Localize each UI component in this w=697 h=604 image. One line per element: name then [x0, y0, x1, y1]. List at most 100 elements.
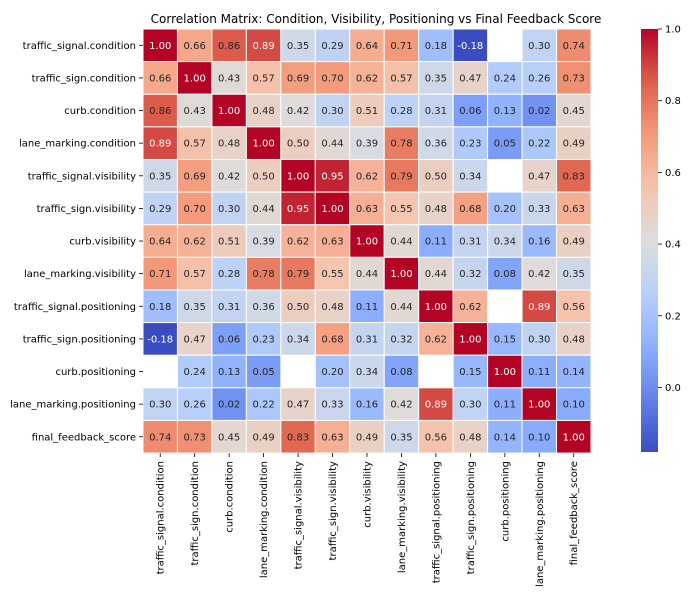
heatmap-cell-label: 1.00	[184, 73, 206, 84]
heatmap-cell-r8-c5	[314, 289, 351, 324]
heatmap-cell-label: 0.47	[287, 400, 309, 411]
heatmap-cell-r11-c4	[280, 387, 316, 421]
y-tick-label: traffic_signal.condition	[23, 41, 136, 52]
heatmap-cell-label: 0.44	[252, 204, 274, 215]
heatmap-cell-label: 0.24	[494, 73, 516, 84]
heatmap-cell-r1-c8	[418, 61, 454, 95]
heatmap-cell-label: 1.00	[149, 41, 171, 52]
heatmap-cell-label: 0.36	[252, 302, 274, 313]
heatmap-cell-label: 0.31	[356, 334, 378, 345]
heatmap-cell-label: 0.95	[321, 171, 343, 182]
heatmap-cell-label: 0.24	[184, 367, 206, 378]
heatmap-cell-r5-c9	[452, 191, 489, 226]
heatmap-cell-label: 0.42	[287, 106, 309, 117]
heatmap-cell-r0-c5	[314, 28, 351, 63]
heatmap-cell-label: 0.69	[184, 171, 206, 182]
heatmap-cell-label: 0.47	[184, 334, 206, 345]
y-axis-tick-labels: traffic_signal.condition traffic_sign.con…	[10, 41, 143, 443]
heatmap-cell-r1-c6	[349, 61, 385, 95]
heatmap-cell-r8-c7	[383, 289, 420, 324]
heatmap-cell-r12-c4	[280, 419, 316, 454]
heatmap-cell-label: 0.62	[287, 237, 309, 248]
heatmap-cell-r4-c4	[280, 158, 316, 193]
heatmap-cell-label: 1.00	[321, 204, 343, 215]
heatmap-cell-r1-c3	[245, 61, 282, 95]
heatmap-cell-label: 0.55	[321, 269, 343, 280]
heatmap-cell-label: 1.00	[563, 432, 585, 443]
heatmap-cell-label: 0.34	[287, 334, 309, 345]
heatmap-cell-label: 0.20	[321, 367, 343, 378]
heatmap-cell-label: 0.10	[563, 400, 585, 411]
chart-title: Correlation Matrix: Condition, Visibilit…	[151, 12, 602, 26]
colorbar: 0.0 0.2 0.4 0.6 0.8 1.0	[641, 25, 681, 452]
heatmap-cell-r9-c5	[314, 322, 351, 356]
heatmap-cell-r7-c7	[383, 256, 420, 291]
heatmap-cell-r5-c8	[418, 191, 454, 226]
heatmap-cell-label: 0.35	[149, 171, 171, 182]
heatmap-cell-r5-c4	[280, 191, 316, 226]
heatmap-cell-r3-c7	[383, 126, 420, 160]
heatmap-cell-r0-c12	[556, 28, 592, 63]
heatmap-cell-label: 0.29	[321, 41, 343, 52]
heatmap-cell-label: 0.16	[356, 400, 378, 411]
heatmap-cell-r9-c12	[556, 322, 592, 356]
heatmap-cell-label: 0.39	[356, 139, 378, 150]
y-tick-label: traffic_signal.visibility	[28, 171, 136, 182]
heatmap-cell-r0-c1	[176, 28, 213, 63]
heatmap-cell-label: 0.95	[287, 204, 309, 215]
colorbar-tick-label: 0.8	[665, 96, 681, 107]
heatmap-cell-label: 0.11	[528, 367, 550, 378]
heatmap-cell-r7-c9	[452, 256, 489, 291]
x-tick-label: curb.positioning	[500, 461, 511, 542]
x-tick-label: traffic_signal.visibility	[294, 461, 305, 569]
heatmap-cell-r12-c9	[452, 419, 489, 454]
x-tick-label: traffic_signal.positioning	[431, 461, 442, 583]
heatmap-cell-label: 0.23	[252, 334, 274, 345]
heatmap-cell-r1-c7	[383, 61, 420, 95]
heatmap-cell-r9-c11	[521, 322, 558, 356]
heatmap-cell-label: 0.44	[356, 269, 378, 280]
heatmap-cell-label: -0.18	[147, 334, 173, 345]
heatmap-cell-label: 0.26	[184, 400, 206, 411]
heatmap-cell-label: 0.55	[390, 204, 412, 215]
heatmap-cell-label: 0.73	[563, 73, 585, 84]
heatmap-cell-r11-c10	[487, 387, 523, 421]
heatmap-cell-r5-c11	[521, 191, 558, 226]
heatmap-cell-r5-c5	[314, 191, 351, 226]
heatmap-cell-label: 0.44	[390, 302, 412, 313]
x-tick-label: traffic_signal.condition	[156, 461, 167, 574]
heatmap-cell-label: 0.51	[218, 237, 240, 248]
heatmap-cell-label: 0.51	[356, 106, 378, 117]
heatmap-cell-label: 0.68	[321, 334, 343, 345]
heatmap-cell-r2-c11	[521, 93, 558, 128]
heatmap-cell-label: 0.15	[459, 367, 481, 378]
heatmap-cell-r2-c10	[487, 93, 523, 128]
heatmap-cell-label: 0.05	[494, 139, 516, 150]
y-tick-label: final_feedback_score	[32, 432, 136, 443]
heatmap-cell-label: 0.89	[528, 302, 550, 313]
heatmap-cell-label: 0.35	[425, 73, 447, 84]
heatmap-cell-label: 0.56	[563, 302, 585, 313]
heatmap-cell-label: 0.62	[356, 171, 378, 182]
heatmap-cell-label: 0.32	[390, 334, 412, 345]
heatmap-cell-r1-c4	[280, 61, 316, 95]
heatmap-cell-label: 0.49	[563, 237, 585, 248]
heatmap-cell-r4-c3	[245, 158, 282, 193]
heatmap-cell-r7-c5	[314, 256, 351, 291]
heatmap-cell-label: 0.28	[218, 269, 240, 280]
heatmap-cell-label: 0.20	[494, 204, 516, 215]
heatmap-cell-r2-c3	[245, 93, 282, 128]
heatmap-cell-r7-c1	[176, 256, 213, 291]
heatmap-cell-r9-c4	[280, 322, 316, 356]
heatmap-cell-label: 0.13	[494, 106, 516, 117]
heatmap-cell-label: 0.42	[218, 171, 240, 182]
y-tick-label: traffic_sign.positioning	[23, 334, 136, 345]
heatmap-cell-r12-c0	[142, 419, 178, 454]
heatmap-cell-r7-c6	[349, 256, 385, 291]
x-tick-label: lane_marking.visibility	[397, 461, 408, 573]
heatmap-cell-label: 0.71	[149, 269, 171, 280]
heatmap-cell-label: 0.18	[149, 302, 171, 313]
heatmap-cell-r3-c11	[521, 126, 558, 160]
heatmap-cell-label: 0.05	[252, 367, 274, 378]
heatmap-cell-r6-c11	[521, 224, 558, 258]
